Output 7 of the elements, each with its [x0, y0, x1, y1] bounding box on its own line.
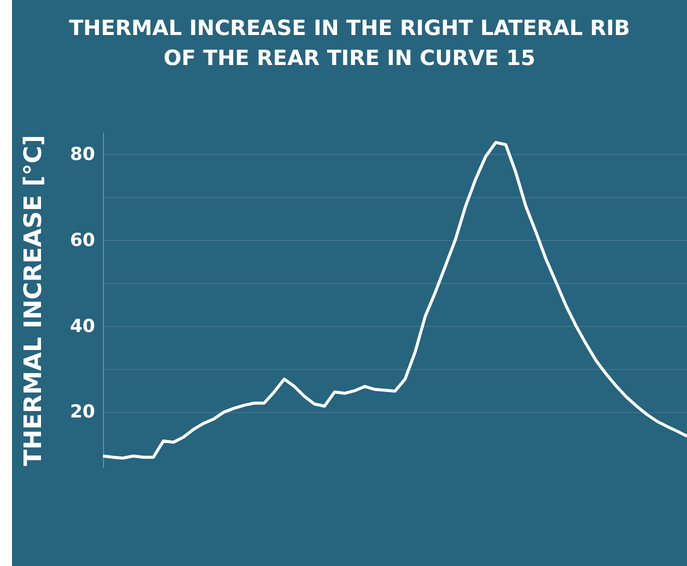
y-tick-label: 80	[70, 144, 95, 165]
chart-title: THERMAL INCREASE IN THE RIGHT LATERAL RIB OF THE REAR TIRE IN CURVE 15	[68, 16, 630, 70]
y-tick-label: 20	[70, 402, 95, 423]
y-tick-label: 40	[70, 316, 95, 337]
y-axis-title: THERMAL INCREASE [°C]	[19, 134, 47, 466]
y-tick-label: 60	[70, 230, 95, 251]
line-series	[102, 140, 687, 460]
